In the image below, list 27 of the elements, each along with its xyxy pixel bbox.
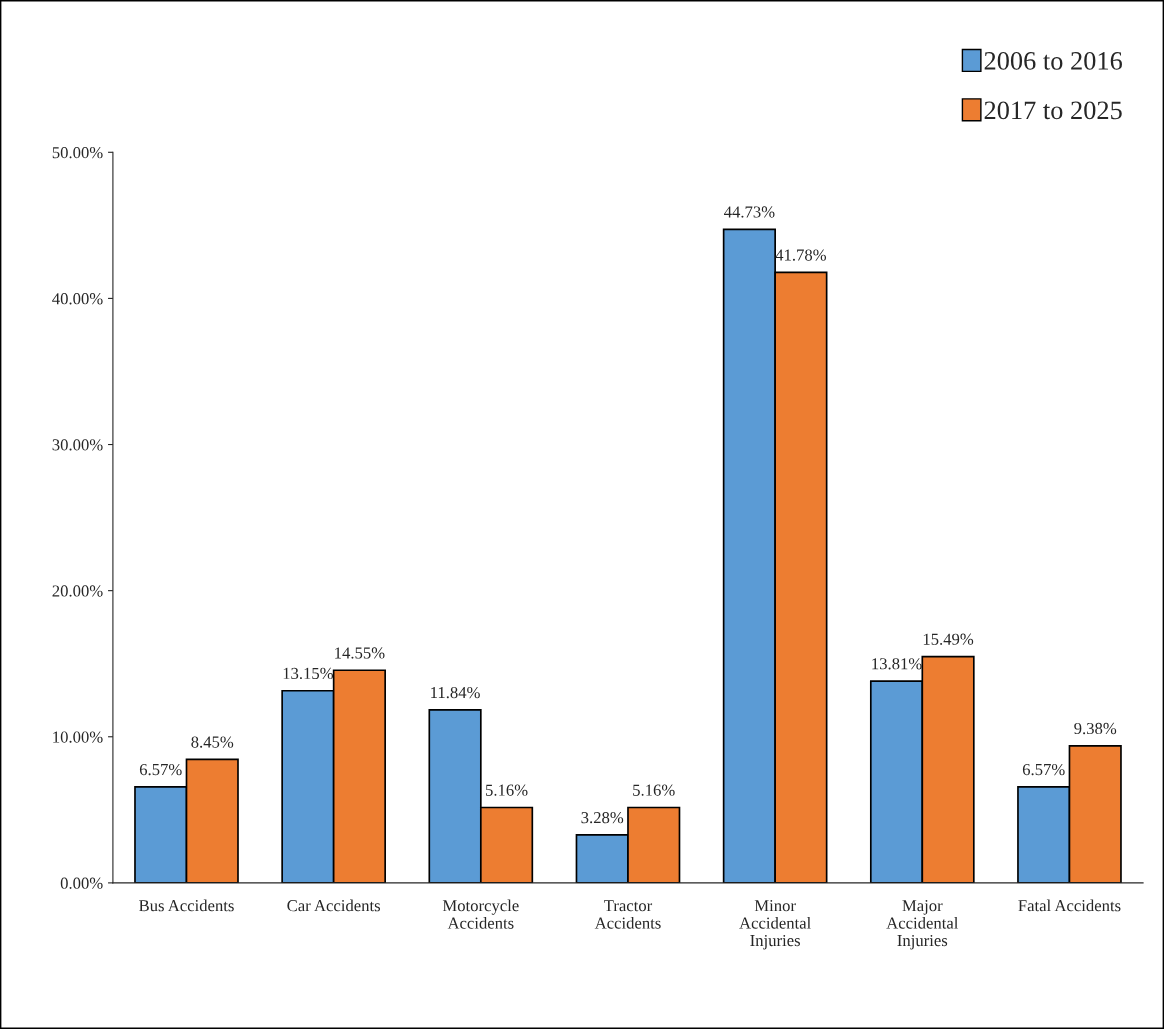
data-label: 6.57% xyxy=(1022,763,1065,776)
x-tick-label: Car Accidents xyxy=(287,899,381,912)
data-label: 5.16% xyxy=(633,784,675,796)
x-tick-label: Motorcycle Accidents xyxy=(442,899,519,929)
x-tick-label: Bus Accidents xyxy=(139,899,234,912)
x-tick-label: Minor Accidental Injuries xyxy=(739,900,811,950)
x-tick-label: Fatal Accidents xyxy=(1018,899,1121,912)
y-tick-label: 50.00% xyxy=(52,146,103,159)
y-tick-label: 30.00% xyxy=(52,439,103,451)
data-label: 8.45% xyxy=(191,736,234,748)
data-label: 14.55% xyxy=(335,647,385,659)
legend-label: 2006 to 2016 xyxy=(984,51,1122,70)
y-tick-label: 10.00% xyxy=(53,731,103,743)
y-tick-label: 20.00% xyxy=(52,585,103,597)
data-label: 15.49% xyxy=(923,633,974,645)
data-label: 6.57% xyxy=(139,763,182,776)
data-label: 13.15% xyxy=(283,667,334,680)
legend-label: 2017 to 2025 xyxy=(984,101,1122,120)
data-label: 11.84% xyxy=(431,686,480,699)
data-label: 5.16% xyxy=(486,784,528,796)
x-tick-label: Major Accidental Injuries xyxy=(886,900,959,950)
data-label: 44.73% xyxy=(724,206,775,218)
data-label: 9.38% xyxy=(1074,722,1117,735)
data-label: 3.28% xyxy=(581,811,624,824)
y-tick-label: 0.00% xyxy=(60,877,103,889)
x-tick-label: Tractor Accidents xyxy=(594,900,661,929)
y-tick-label: 40.00% xyxy=(52,293,103,305)
